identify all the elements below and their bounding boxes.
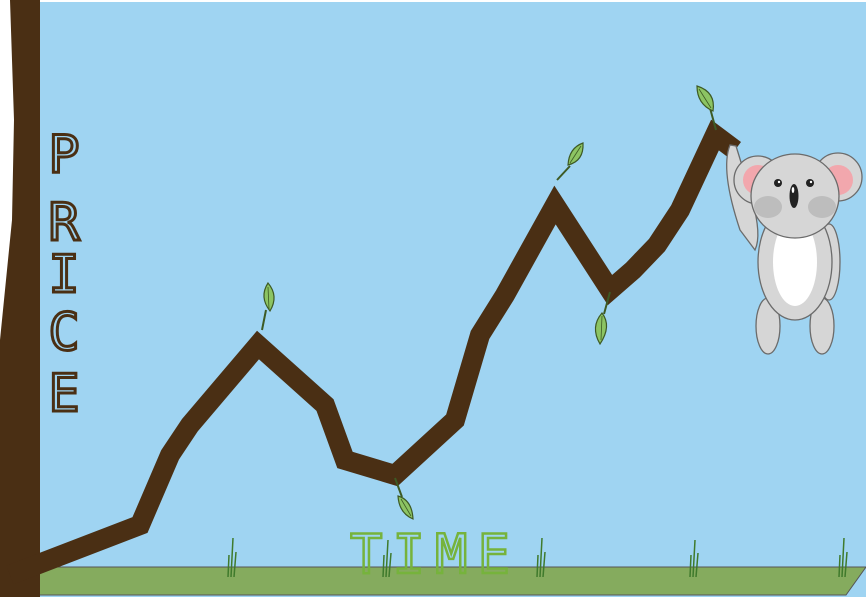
time-axis-label: TIME [350, 523, 520, 586]
price-branch-line [6, 119, 741, 585]
price-letter: E [48, 364, 79, 424]
koala-icon [726, 144, 863, 355]
grass-tuft-icon [838, 537, 848, 578]
price-letter: C [48, 303, 79, 363]
price-axis-label: P R I C E [47, 124, 82, 426]
price-letter: P [48, 125, 79, 185]
leaf-icon [556, 142, 584, 181]
leaf-icon [594, 291, 611, 346]
leaf-icon [394, 477, 414, 520]
leaf-icon [696, 85, 717, 131]
grass-tuft-icon [689, 539, 699, 578]
price-letter: R [48, 193, 80, 253]
grass-tuft-icon [227, 537, 237, 578]
grass-tuft-icon [536, 537, 546, 578]
tree-trunk-icon [0, 0, 40, 597]
grass-tuft-icon [382, 539, 392, 578]
price-letter: I [48, 245, 79, 305]
sky-background [28, 2, 866, 597]
leaf-icon [261, 281, 275, 331]
